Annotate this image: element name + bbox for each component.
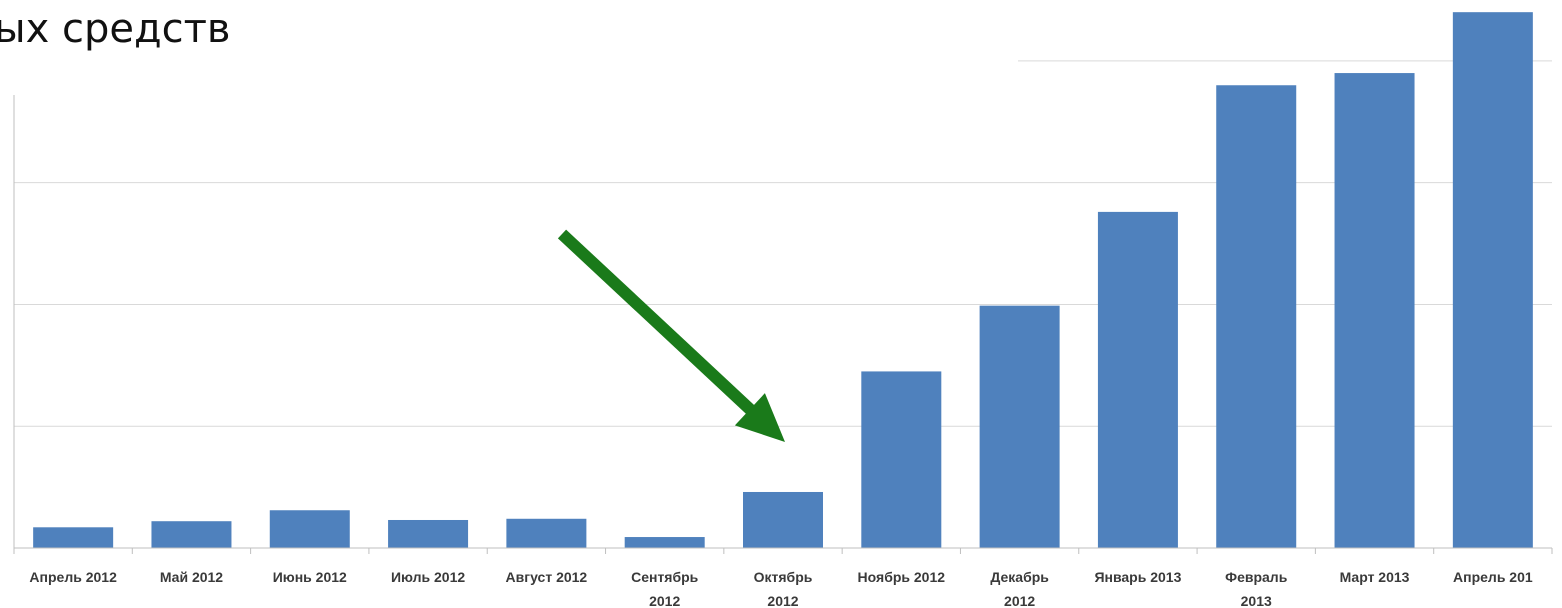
x-tick-label-line: Апрель 2012 xyxy=(29,569,117,585)
bar xyxy=(624,537,705,548)
x-axis xyxy=(13,95,1553,554)
x-tick-label: Ноябрь 2012 xyxy=(858,569,946,585)
x-tick-label: Декабрь 2012 xyxy=(990,569,1049,608)
x-tick-label: Январь 2013 xyxy=(1094,569,1181,585)
bar xyxy=(388,519,469,548)
x-tick-label: Апрель 2012 xyxy=(29,569,117,585)
x-tick-label-line: Апрель 201 xyxy=(1453,569,1533,585)
bar xyxy=(151,521,232,548)
arrow-shaft xyxy=(557,229,757,417)
x-tick-label: Июль 2012 xyxy=(391,569,465,585)
x-tick-label-line: Июнь 2012 xyxy=(273,569,347,585)
annotation-arrow xyxy=(557,229,785,442)
x-tick-label-line: Февраль xyxy=(1225,569,1288,585)
bars xyxy=(33,12,1533,549)
bar xyxy=(1452,12,1533,548)
x-tick-label-line: Январь 2013 xyxy=(1094,569,1181,585)
chart-title: ых средств xyxy=(0,6,231,52)
x-tick-label-line: Март 2013 xyxy=(1340,569,1410,585)
bar xyxy=(33,527,114,548)
x-tick-label: Июнь 2012 xyxy=(273,569,347,585)
bar xyxy=(506,518,587,548)
bar xyxy=(743,491,823,548)
gridlines xyxy=(14,60,1552,427)
x-tick-label-line: 2013 xyxy=(1241,593,1272,608)
x-tick-label-line: Октябрь xyxy=(754,569,813,585)
bar xyxy=(1216,85,1297,548)
x-tick-labels: Апрель 2012 Май 2012 Июнь 2012 Июль 2012 Авг… xyxy=(29,569,1532,608)
x-tick-label: Апрель 201 xyxy=(1453,569,1533,585)
x-tick-label: Октябрь 2012 xyxy=(754,569,813,608)
arrow-head xyxy=(734,393,785,442)
x-tick-label-line: Декабрь xyxy=(990,569,1049,585)
bar xyxy=(861,371,942,548)
x-tick-label: Март 2013 xyxy=(1340,569,1410,585)
x-tick-label: Май 2012 xyxy=(160,569,223,585)
x-tick-label-line: Август 2012 xyxy=(506,569,588,585)
bar xyxy=(1097,211,1178,549)
x-tick-label: Август 2012 xyxy=(506,569,588,585)
bar xyxy=(979,305,1060,548)
x-tick-label-line: Май 2012 xyxy=(160,569,223,585)
x-tick-label: Сентябрь 2012 xyxy=(631,569,699,608)
bar xyxy=(1334,73,1415,549)
x-tick-label-line: Июль 2012 xyxy=(391,569,465,585)
x-tick-label: Февраль 2013 xyxy=(1225,569,1288,608)
x-tick-label-line: Сентябрь xyxy=(631,569,699,585)
x-tick-label-line: 2012 xyxy=(767,593,798,608)
bar xyxy=(269,510,350,548)
x-tick-label-line: Ноябрь 2012 xyxy=(858,569,946,585)
x-tick-label-line: 2012 xyxy=(1004,593,1035,608)
x-tick-label-line: 2012 xyxy=(649,593,680,608)
